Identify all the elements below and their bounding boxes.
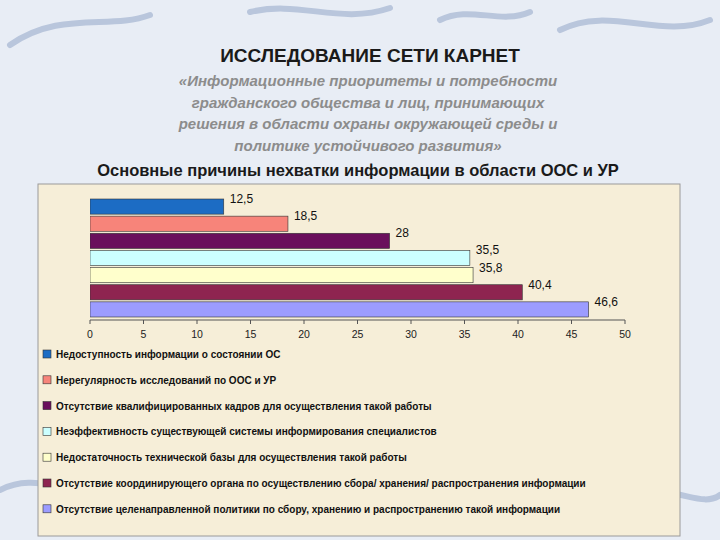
decor-stroke: [10, 15, 150, 45]
x-tick: [143, 320, 144, 324]
subtitle-line: решения в области охраны окружающей сред…: [178, 115, 558, 132]
data-label: 12,5: [230, 192, 254, 206]
x-tick: [357, 320, 358, 324]
decor-stroke: [560, 20, 710, 30]
chart-area: [38, 184, 680, 536]
legend-swatch: [43, 402, 51, 410]
bar: [90, 233, 390, 248]
subtitle-line: политике устойчивого развития»: [234, 137, 501, 154]
x-tick-label: 50: [619, 328, 631, 340]
data-label: 35,8: [479, 261, 503, 275]
legend-swatch: [43, 479, 51, 487]
chart-title: Основные причины нехватки информации в о…: [97, 161, 619, 179]
data-label: 40,4: [528, 278, 552, 292]
subtitle-line: гражданского общества и лиц, принимающих: [192, 94, 545, 111]
background: [0, 0, 720, 540]
x-tick-label: 10: [191, 328, 203, 340]
x-tick-label: 20: [298, 328, 310, 340]
x-tick-label: 5: [141, 328, 147, 340]
decor-stroke: [250, 8, 390, 14]
bar: [90, 216, 288, 231]
subtitle-line: «Информационные приоритеты и потребности: [179, 72, 557, 89]
x-tick: [464, 320, 465, 324]
legend-label: Недостаточность технической базы для осу…: [56, 452, 407, 463]
x-tick: [518, 320, 519, 324]
legend-swatch: [43, 376, 51, 384]
x-tick: [90, 320, 91, 324]
data-label: 18,5: [294, 209, 318, 223]
x-tick: [625, 320, 626, 324]
legend-swatch: [43, 427, 51, 435]
bar: [90, 268, 473, 283]
legend-label: Отсутствие квалифицированных кадров для …: [56, 401, 432, 412]
x-tick: [571, 320, 572, 324]
legend-label: Неэффективность существующей системы инф…: [56, 426, 437, 437]
x-tick: [197, 320, 198, 324]
data-label: 46,6: [595, 295, 619, 309]
bars: [90, 199, 589, 317]
x-tick-label: 40: [512, 328, 524, 340]
x-tick-label: 0: [87, 328, 93, 340]
bar: [90, 199, 224, 214]
x-tick: [250, 320, 251, 324]
legend-label: Отсутствие координирующего органа по осу…: [56, 478, 586, 489]
heading: ИССЛЕДОВАНИЕ СЕТИ КАРНЕТ: [220, 45, 520, 66]
x-tick-label: 45: [566, 328, 578, 340]
data-labels: 12,5 18,5 28 35,5 35,8 40,4 46,6: [230, 192, 619, 309]
bar: [90, 285, 522, 300]
bar: [90, 302, 589, 317]
x-tick-label: 25: [352, 328, 364, 340]
decor-stroke: [440, 12, 530, 20]
legend: Недоступность информации о состоянии ОС Н…: [43, 349, 586, 515]
legend-swatch: [43, 505, 51, 513]
x-tick-label: 35: [459, 328, 471, 340]
data-label: 35,5: [476, 243, 500, 257]
x-tick-label: 30: [405, 328, 417, 340]
legend-swatch: [43, 350, 51, 358]
x-tick-label: 15: [245, 328, 257, 340]
legend-swatch: [43, 453, 51, 461]
legend-label: Недоступность информации о состоянии ОС: [56, 349, 280, 360]
legend-label: Нерегулярность исследований по ООС и УР: [56, 375, 277, 386]
slide: ИССЛЕДОВАНИЕ СЕТИ КАРНЕТ «Информационные …: [0, 0, 720, 540]
data-label: 28: [396, 226, 410, 240]
bar: [90, 250, 470, 265]
x-tick: [411, 320, 412, 324]
x-tick: [304, 320, 305, 324]
legend-label: Отсутствие целенаправленной политики по …: [56, 504, 560, 515]
